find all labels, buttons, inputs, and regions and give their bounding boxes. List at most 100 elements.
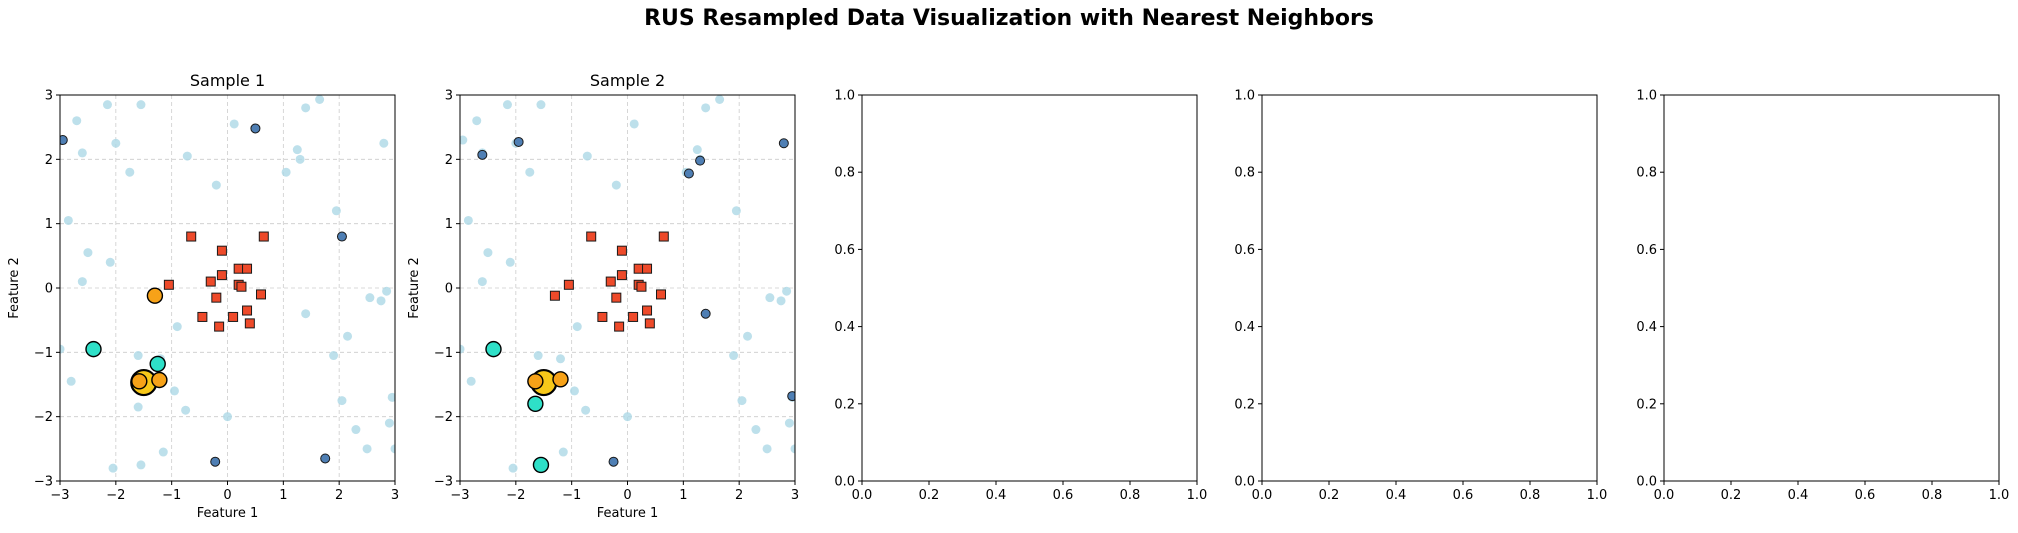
minority-square	[242, 305, 253, 316]
y-tick-label: 0.6	[1234, 243, 1255, 258]
minority-square	[658, 231, 669, 242]
subplot-title: Sample 1	[190, 71, 265, 90]
minority-square	[633, 263, 644, 274]
majority-point	[477, 149, 488, 160]
background-point	[558, 447, 568, 457]
x-tick-label: 0.6	[1855, 488, 1876, 503]
y-tick-label: 2	[45, 153, 53, 168]
background-point	[556, 354, 565, 364]
y-tick-label: −1	[434, 346, 453, 361]
subplot-title: Sample 2	[590, 71, 665, 90]
y-tick-label: 1.0	[1234, 89, 1255, 104]
subplot-4: 0.0 0.2 0.4 0.6 0.8 1.0 0.0 0.2 0.4 0.6 0.8 1.0	[1234, 89, 1607, 504]
background-point	[329, 351, 339, 361]
y-tick-label: 0	[445, 282, 453, 297]
minority-square	[636, 281, 647, 292]
background-point	[379, 138, 389, 148]
x-tick-label: 2	[335, 488, 343, 503]
minority-square	[256, 289, 266, 300]
background-point	[536, 100, 546, 110]
majority-point	[513, 136, 524, 147]
background-point	[72, 116, 82, 126]
majority-point	[336, 231, 347, 242]
background-point	[376, 296, 386, 306]
background-point	[387, 392, 395, 402]
majority-point	[700, 308, 711, 319]
subplot-3: 0.0 0.2 0.4 0.6 0.8 1.0 0.0 0.2 0.4 0.6 0.8 1.0	[834, 89, 1207, 504]
x-tick-label: 0.2	[1319, 488, 1340, 503]
y-tick-label: 0.2	[1636, 397, 1657, 412]
x-tick-label: 1	[279, 488, 287, 503]
x-tick-label: 0.2	[919, 488, 940, 503]
x-tick-label: −3	[50, 488, 69, 503]
data-layer	[60, 95, 395, 473]
y-tick-label: 0.6	[834, 243, 855, 258]
y-tick-label: −3	[34, 475, 53, 490]
y-tick-label: 3	[445, 89, 453, 104]
background-point	[629, 119, 639, 129]
background-point	[66, 376, 76, 386]
minority-square	[205, 276, 216, 287]
background-point	[762, 444, 772, 454]
x-tick-label: 0.4	[986, 488, 1007, 503]
axes-frame	[1663, 94, 2000, 482]
background-point	[472, 116, 482, 126]
x-tick-label: 0.2	[1721, 488, 1742, 503]
minority-square	[186, 231, 197, 242]
background-point	[715, 95, 725, 105]
background-point	[63, 215, 73, 225]
x-axis-label: Feature 1	[197, 506, 259, 521]
neighbor-teal-point	[149, 355, 166, 373]
neighbor-orange-point	[146, 287, 164, 304]
majority-point	[683, 168, 694, 179]
x-tick-label: 1.0	[1587, 488, 1608, 503]
minority-square	[563, 279, 574, 290]
x-tick-label: 0.0	[1654, 488, 1675, 503]
background-point	[737, 396, 747, 406]
y-tick-label: 0.8	[1636, 166, 1657, 181]
y-tick-label: 1	[445, 217, 453, 232]
majority-point	[695, 155, 706, 166]
minority-square	[642, 305, 653, 316]
y-tick-label: −3	[434, 475, 453, 490]
minority-square	[197, 311, 208, 322]
background-point	[362, 444, 372, 454]
background-point	[77, 277, 87, 287]
background-point	[765, 293, 775, 303]
background-point	[83, 248, 93, 258]
background-point	[77, 148, 87, 158]
background-point	[301, 309, 311, 319]
background-point	[508, 463, 518, 473]
x-tick-label: −2	[506, 488, 525, 503]
data-layer	[460, 95, 795, 474]
y-tick-label: 0.0	[1636, 475, 1657, 490]
x-tick-label: −1	[562, 488, 581, 503]
neighbor-teal-point	[485, 340, 502, 358]
y-tick-label: 0.6	[1636, 243, 1657, 258]
background-point	[611, 180, 621, 190]
minority-square	[628, 311, 639, 322]
background-point	[533, 351, 543, 361]
background-point	[776, 296, 786, 306]
majority-point	[778, 138, 789, 149]
minority-square	[586, 231, 597, 242]
x-tick-label: 0.4	[1788, 488, 1809, 503]
background-point	[229, 119, 239, 129]
background-point	[133, 402, 143, 412]
y-tick-label: 1.0	[834, 89, 855, 104]
y-tick-label: 0.4	[834, 320, 855, 335]
y-tick-label: 0.8	[1234, 166, 1255, 181]
majority-point	[210, 456, 221, 467]
background-point	[460, 344, 465, 354]
neighbor-orange-point	[527, 373, 544, 390]
background-point	[315, 95, 325, 105]
minority-square	[214, 321, 225, 332]
background-point	[751, 425, 761, 435]
majority-point	[320, 453, 331, 464]
minority-square	[616, 270, 627, 281]
x-tick-label: 0	[623, 488, 631, 503]
neighbor-teal-point	[85, 340, 102, 358]
y-tick-label: 0.4	[1636, 320, 1657, 335]
background-point	[477, 277, 487, 287]
minority-square	[244, 318, 255, 329]
